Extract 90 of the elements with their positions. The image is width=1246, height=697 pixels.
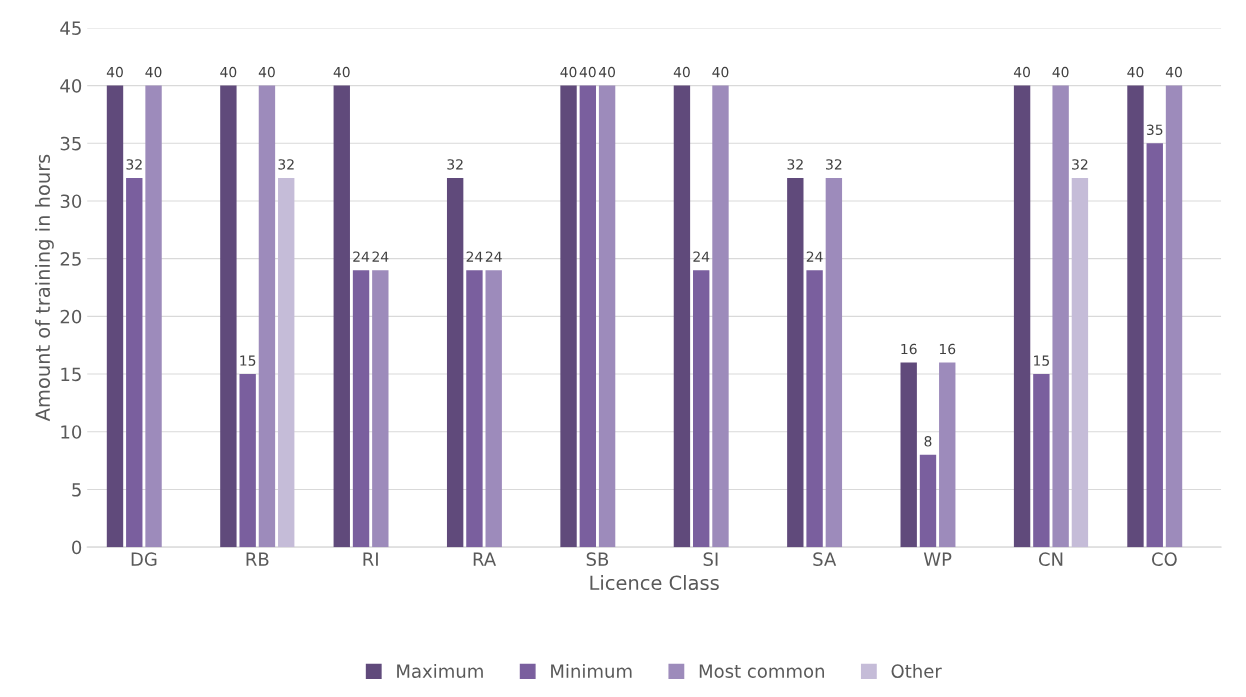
x-tick-label: SB xyxy=(586,552,609,566)
data-label: 16 xyxy=(939,343,956,355)
data-label: 32 xyxy=(278,159,294,170)
bar xyxy=(1013,85,1031,548)
bar xyxy=(939,362,956,548)
data-label: 24 xyxy=(693,251,710,262)
x-tick-label: SI xyxy=(703,552,718,566)
bar xyxy=(1165,85,1183,548)
bar xyxy=(258,85,276,548)
data-label: 40 xyxy=(560,66,577,78)
y-tick-label: 15 xyxy=(61,367,81,382)
bar xyxy=(919,454,937,548)
data-label: 32 xyxy=(126,159,142,170)
data-label: 40 xyxy=(106,66,123,78)
data-label: 24 xyxy=(372,251,389,262)
y-tick-label: 40 xyxy=(60,79,82,93)
bar xyxy=(825,177,843,548)
bar xyxy=(1146,143,1163,548)
bar xyxy=(1033,374,1050,548)
data-label: 40 xyxy=(673,66,690,78)
data-label: 40 xyxy=(1127,66,1144,78)
data-label: 40 xyxy=(579,66,596,78)
bar xyxy=(1127,85,1144,548)
data-label: 15 xyxy=(1034,355,1049,366)
legend-label: Most common xyxy=(699,664,824,678)
data-label: 24 xyxy=(485,251,502,262)
bar xyxy=(145,85,162,548)
bar xyxy=(579,85,597,548)
bar xyxy=(598,85,616,548)
data-label: 15 xyxy=(240,355,256,366)
x-tick-label: CN xyxy=(1038,552,1063,566)
data-label: 40 xyxy=(712,66,729,78)
y-tick-label: 10 xyxy=(61,425,82,439)
x-tick-label: SA xyxy=(813,552,837,566)
y-tick-label: 45 xyxy=(60,21,81,35)
y-tick-label: 20 xyxy=(60,309,82,324)
data-label: 40 xyxy=(1013,66,1030,78)
data-label: 24 xyxy=(353,251,370,262)
bar xyxy=(220,85,237,548)
data-label: 40 xyxy=(145,66,162,78)
y-tick-label: 30 xyxy=(60,194,82,209)
x-tick-label: DG xyxy=(131,552,157,566)
bar xyxy=(106,85,124,548)
data-label: 40 xyxy=(1052,66,1069,78)
bar xyxy=(446,177,464,548)
bar xyxy=(126,177,143,548)
y-tick-label: 5 xyxy=(72,483,81,497)
data-label: 8 xyxy=(924,436,932,447)
legend-label: Minimum xyxy=(551,664,632,678)
bar xyxy=(787,177,804,548)
x-tick-label: RI xyxy=(363,552,378,566)
bar xyxy=(239,374,256,548)
y-tick-label: 35 xyxy=(60,136,81,151)
bar xyxy=(806,270,823,548)
x-tick-label: RA xyxy=(473,552,497,566)
data-label: 24 xyxy=(466,251,483,262)
data-label: 32 xyxy=(1072,159,1088,170)
bar xyxy=(673,85,691,548)
y-axis-title: Amount of training in hours xyxy=(35,154,54,422)
y-tick-label: 0 xyxy=(72,540,82,555)
legend-label: Other xyxy=(891,664,942,678)
bar xyxy=(712,85,729,548)
data-label: 40 xyxy=(1165,66,1182,78)
bar xyxy=(1052,85,1069,548)
data-label: 16 xyxy=(901,343,917,355)
legend-label: Maximum xyxy=(397,664,483,678)
data-label: 40 xyxy=(220,66,237,78)
bar xyxy=(278,177,295,548)
data-label: 40 xyxy=(333,66,350,78)
bar xyxy=(333,85,350,548)
bar xyxy=(485,270,502,548)
bar xyxy=(352,270,370,548)
data-label: 24 xyxy=(806,251,823,262)
x-tick-label: WP xyxy=(923,552,952,566)
data-label: 40 xyxy=(258,66,275,78)
bar xyxy=(900,362,917,548)
data-label: 40 xyxy=(598,66,616,78)
bar xyxy=(693,270,710,548)
data-label: 32 xyxy=(447,159,463,170)
bar xyxy=(466,270,483,548)
data-label: 32 xyxy=(826,159,842,170)
x-axis-title: Licence Class xyxy=(590,575,719,591)
data-label: 35 xyxy=(1146,124,1163,136)
x-tick-label: RB xyxy=(246,552,269,566)
y-tick-label: 25 xyxy=(60,252,81,266)
bar xyxy=(1071,177,1089,548)
bar xyxy=(560,85,577,548)
bar xyxy=(372,270,389,548)
x-tick-label: CO xyxy=(1151,552,1177,566)
data-label: 32 xyxy=(787,159,803,170)
